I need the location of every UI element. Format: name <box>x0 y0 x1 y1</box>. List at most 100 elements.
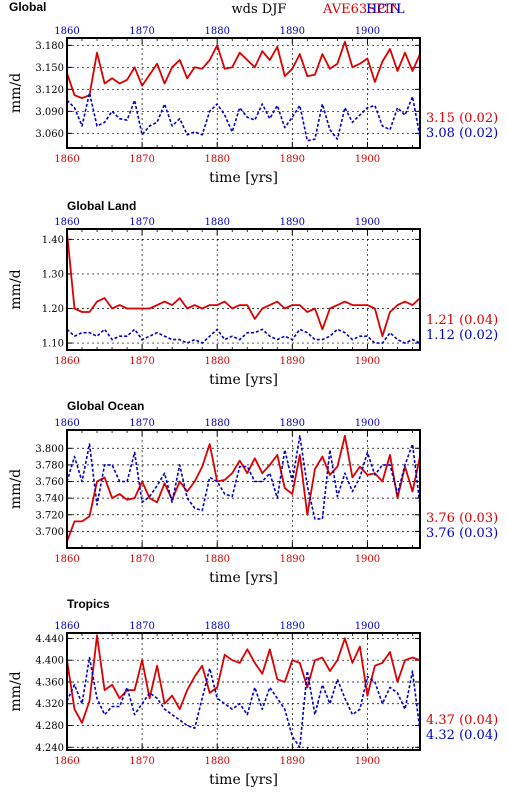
y-tick-label: 4.280 <box>35 721 64 732</box>
series-stat: 4.37 (0.04) <box>426 713 498 728</box>
x-tick-label-bottom: 1860 <box>54 756 79 767</box>
x-tick-label-bottom: 1890 <box>280 554 305 565</box>
x-tick-label-top: 1880 <box>204 217 229 228</box>
y-tick-label: 1.20 <box>42 304 64 315</box>
x-tick-label-bottom: 1870 <box>129 554 154 565</box>
y-tick-label: 3.120 <box>35 85 64 96</box>
panel-title: Global Ocean <box>67 399 144 413</box>
series-line-b <box>66 92 421 142</box>
x-axis-label: time [yrs] <box>209 372 278 388</box>
y-tick-label: 4.320 <box>35 699 64 710</box>
x-tick-label-top: 1860 <box>54 217 79 228</box>
x-axis-label: time [yrs] <box>209 772 278 788</box>
x-tick-label-bottom: 1880 <box>204 756 229 767</box>
x-tick-label-bottom: 1860 <box>54 154 79 165</box>
series-line-b <box>66 434 421 520</box>
panel-title: Global <box>9 0 46 14</box>
y-tick-label: 3.180 <box>35 41 64 52</box>
x-axis-label: time [yrs] <box>209 170 278 186</box>
plot-frame <box>66 228 421 351</box>
x-tick-label-top: 1870 <box>129 621 154 632</box>
plot-frame <box>66 429 421 549</box>
x-tick-label-bottom: 1880 <box>204 154 229 165</box>
y-axis-label: mm/d <box>8 671 24 711</box>
series-line-a <box>66 634 421 724</box>
y-tick-label: 4.360 <box>35 677 64 688</box>
plot-frame <box>66 37 421 149</box>
x-tick-label-bottom: 1880 <box>204 554 229 565</box>
y-tick-label: 3.090 <box>35 107 64 118</box>
y-tick-label: 1.10 <box>42 339 64 350</box>
x-tick-label-top: 1900 <box>355 26 380 37</box>
x-tick-label-bottom: 1880 <box>204 356 229 367</box>
x-tick-label-bottom: 1870 <box>129 154 154 165</box>
series-line-b <box>66 656 421 749</box>
x-tick-label-top: 1900 <box>355 621 380 632</box>
x-tick-label-top: 1870 <box>129 26 154 37</box>
series-line-a <box>66 434 421 542</box>
series-line-a <box>66 40 421 99</box>
x-tick-label-top: 1890 <box>280 26 305 37</box>
y-tick-label: 3.720 <box>35 510 64 521</box>
x-tick-label-bottom: 1860 <box>54 554 79 565</box>
x-tick-label-top: 1880 <box>204 418 229 429</box>
y-tick-label: 4.400 <box>35 656 64 667</box>
x-tick-label-bottom: 1900 <box>355 756 380 767</box>
x-tick-label-top: 1860 <box>54 418 79 429</box>
x-tick-label-top: 1860 <box>54 26 79 37</box>
series-stat: 3.76 (0.03) <box>426 526 498 541</box>
x-tick-label-bottom: 1900 <box>355 554 380 565</box>
panel-title: Tropics <box>67 597 110 611</box>
y-tick-label: 4.240 <box>35 743 64 754</box>
x-tick-label-top: 1870 <box>129 418 154 429</box>
series-stat: 3.08 (0.02) <box>426 126 498 141</box>
x-axis-label: time [yrs] <box>209 570 278 586</box>
x-tick-label-top: 1900 <box>355 217 380 228</box>
y-tick-label: 1.40 <box>42 235 64 246</box>
y-axis-label: mm/d <box>8 269 24 309</box>
series-stat: 4.32 (0.04) <box>426 728 498 743</box>
x-tick-label-bottom: 1890 <box>280 756 305 767</box>
x-tick-label-bottom: 1890 <box>280 356 305 367</box>
y-tick-label: 3.740 <box>35 494 64 505</box>
y-tick-label: 3.060 <box>35 129 64 140</box>
x-tick-label-top: 1900 <box>355 418 380 429</box>
panel-4: Tropics 4.240 4.280 4.320 4.360 4.400 4.440 186… <box>8 597 498 788</box>
y-tick-label: 3.700 <box>35 527 64 538</box>
x-tick-label-top: 1870 <box>129 217 154 228</box>
panel-1: 3.060 3.090 3.120 3.150 3.180 1860 1860 1870 187… <box>8 26 498 186</box>
series-stat: 3.76 (0.03) <box>426 511 498 526</box>
y-axis-label: mm/d <box>8 73 24 113</box>
x-tick-label-top: 1860 <box>54 621 79 632</box>
panel-3: Global Ocean 3.700 3.720 3.740 3.760 3.780 3.8… <box>8 399 498 586</box>
panel-2: Global Land 1.10 1.20 1.30 1.40 1860 1860 1870 1… <box>8 199 498 388</box>
series-line-a <box>66 232 421 338</box>
legend-series-a: AVE63SPIN <box>322 2 401 17</box>
x-tick-label-top: 1880 <box>204 621 229 632</box>
series-stat: 3.15 (0.02) <box>426 111 498 126</box>
plot-frame <box>66 632 421 751</box>
x-tick-label-bottom: 1870 <box>129 356 154 367</box>
y-tick-label: 4.440 <box>35 634 64 645</box>
x-tick-label-bottom: 1870 <box>129 756 154 767</box>
x-tick-label-top: 1890 <box>280 217 305 228</box>
series-stat: 1.21 (0.04) <box>426 313 498 328</box>
legend-series-b: HCTL <box>366 2 405 17</box>
series-stat: 1.12 (0.02) <box>426 328 498 343</box>
x-tick-label-bottom: 1900 <box>355 356 380 367</box>
y-tick-label: 3.760 <box>35 477 64 488</box>
x-tick-label-top: 1890 <box>280 418 305 429</box>
y-tick-label: 3.150 <box>35 63 64 74</box>
x-tick-label-bottom: 1890 <box>280 154 305 165</box>
y-tick-label: 1.30 <box>42 269 64 280</box>
y-tick-label: 3.800 <box>35 444 64 455</box>
y-axis-label: mm/d <box>8 469 24 509</box>
x-tick-label-bottom: 1860 <box>54 356 79 367</box>
series-line-b <box>66 328 421 344</box>
panels: 3.060 3.090 3.120 3.150 3.180 1860 1860 1870 187… <box>8 0 498 788</box>
x-tick-label-bottom: 1900 <box>355 154 380 165</box>
y-tick-label: 3.780 <box>35 460 64 471</box>
panel-title: Global Land <box>67 199 136 213</box>
x-tick-label-top: 1890 <box>280 621 305 632</box>
